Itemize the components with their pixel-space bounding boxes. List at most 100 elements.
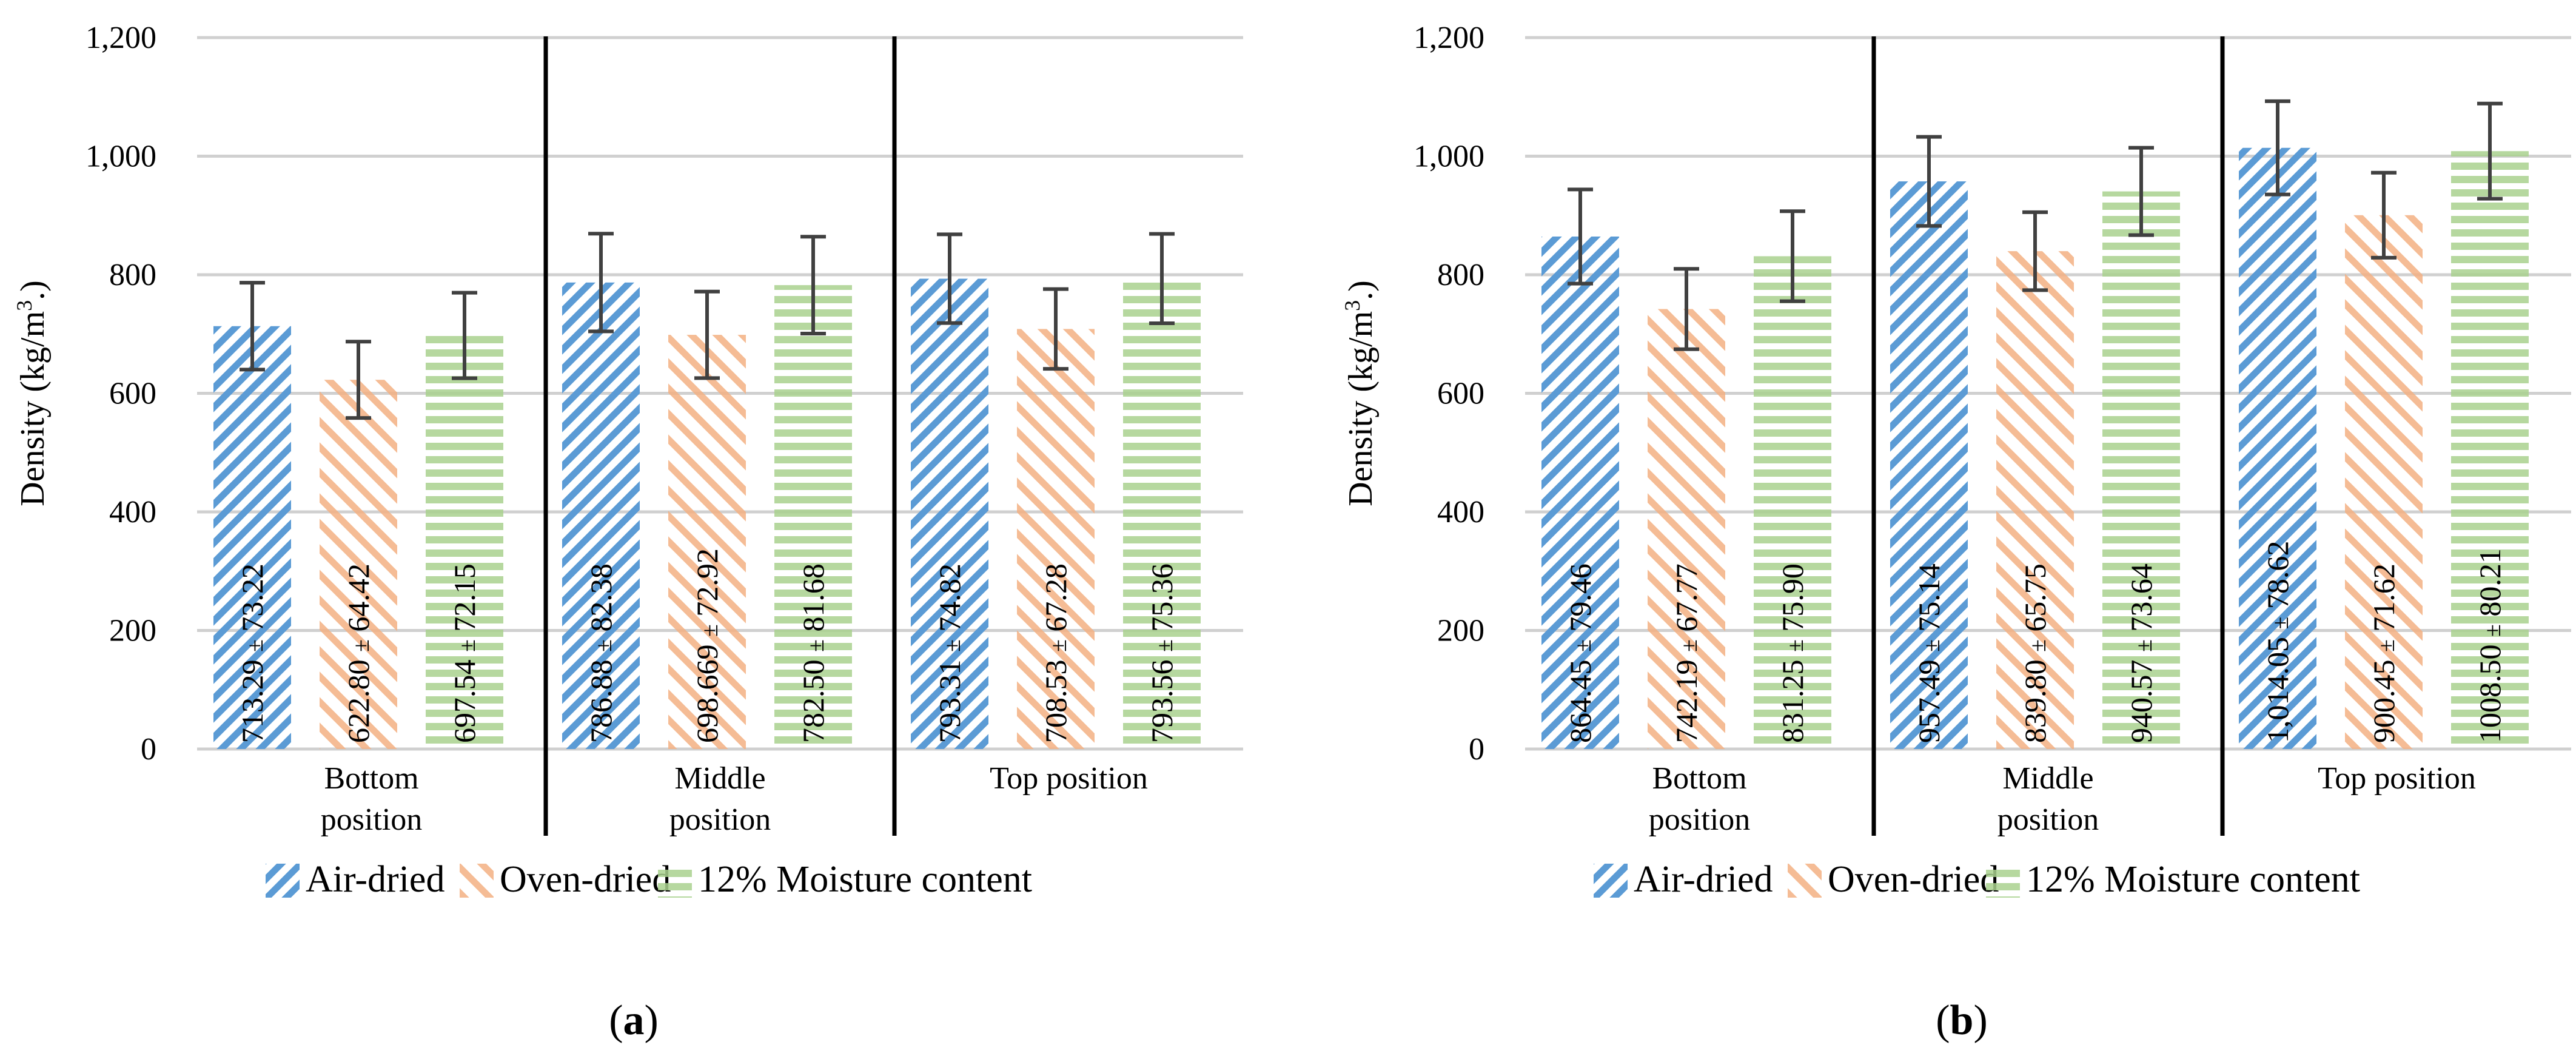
bar-value-label: 622.80 ± 64.42 — [341, 563, 375, 743]
bar-value-label: 698.669 ± 72.92 — [690, 548, 724, 743]
y-tick-label: 200 — [109, 614, 156, 648]
bar-oven-dried-2 — [668, 335, 746, 749]
category-label: Top position — [990, 761, 1148, 796]
bar-value-label: 697.54 ± 72.15 — [448, 563, 481, 743]
bar-value-label: 839.80 ± 65.75 — [2018, 563, 2052, 743]
bar-oven-dried-3 — [1017, 329, 1095, 749]
bar-12-moisture-content-2 — [2102, 191, 2180, 749]
density-chart-a: 0 200 400 600 800 1,000 1,200 Density (kg/m3.) 7… — [12, 21, 1243, 1044]
bar-air-dried-1 — [1541, 237, 1619, 749]
bar-air-dried-2 — [1890, 181, 1968, 749]
error-bar — [346, 340, 371, 420]
bar-value-label: 1008.50 ± 80.21 — [2473, 548, 2507, 743]
bar-12-moisture-content-3 — [1123, 278, 1201, 749]
category-label: Middle — [2002, 761, 2093, 796]
error-bar — [2265, 99, 2290, 197]
bar-air-dried-3 — [911, 278, 988, 749]
error-bar — [937, 232, 962, 325]
y-tick-label: 1,200 — [86, 21, 156, 55]
error-bar — [1916, 135, 1942, 228]
bar-value-label: 713.29 ± 73.22 — [235, 563, 269, 743]
y-tick-label: 600 — [109, 377, 156, 411]
density-chart-b: 0 200 400 600 800 1,000 1,200 Density (kg/m3.) 8… — [1340, 21, 2571, 1044]
error-bar — [2477, 101, 2503, 201]
bar-value-label: 793.56 ± 75.36 — [1145, 563, 1179, 743]
y-tick-label: 400 — [109, 495, 156, 529]
y-tick-label: 200 — [1437, 614, 1484, 648]
legend: Air-dried Oven-dried 12% Moisture content — [266, 859, 1032, 900]
bar-value-label: 742.19 ± 67.77 — [1669, 563, 1703, 743]
bar-oven-dried-3 — [2345, 215, 2423, 749]
bar-value-label: 940.57 ± 73.64 — [2124, 563, 2158, 743]
bar-air-dried-3 — [2239, 147, 2316, 750]
legend-label: Oven-dried — [1828, 859, 1999, 900]
error-bar — [2022, 210, 2048, 292]
y-tick-label: 1,000 — [1414, 139, 1484, 174]
y-tick-label: 1,200 — [1414, 21, 1484, 55]
y-axis-title: Density (kg/m3.) — [12, 280, 52, 506]
legend-swatch — [658, 864, 692, 898]
bar-12-moisture-content-1 — [1754, 256, 1831, 749]
legend-swatch — [266, 864, 300, 898]
bar-oven-dried-1 — [1648, 309, 1725, 749]
bar-12-moisture-content-2 — [774, 285, 852, 749]
y-tick-label: 0 — [141, 732, 156, 767]
y-tick-label: 600 — [1437, 377, 1484, 411]
error-bar — [1568, 187, 1593, 286]
bar-value-label: 708.53 ± 67.28 — [1039, 563, 1073, 743]
y-tick-label: 1,000 — [86, 139, 156, 174]
category-label: Top position — [2318, 761, 2476, 796]
legend-label: Air-dried — [306, 859, 444, 900]
bar-air-dried-1 — [213, 326, 291, 749]
category-label: Bottom — [324, 761, 418, 796]
legend-label: 12% Moisture content — [2026, 859, 2360, 900]
bar-oven-dried-2 — [1996, 251, 2074, 750]
bar-value-label: 782.50 ± 81.68 — [796, 563, 830, 743]
error-bar — [240, 281, 265, 372]
error-bar — [800, 235, 826, 335]
y-tick-label: 400 — [1437, 495, 1484, 529]
bar-value-label: 1,014.05 ± 78.62 — [2261, 541, 2295, 743]
chart-panel-b: 0 200 400 600 800 1,000 1,200 Density (kg/m3.) 8… — [1328, 0, 2576, 1062]
category-label: position — [1649, 802, 1751, 837]
y-tick-label: 0 — [1469, 732, 1484, 767]
bar-12-moisture-content-1 — [426, 335, 503, 749]
bar-value-label: 786.88 ± 82.38 — [584, 563, 618, 743]
bar-value-label: 793.31 ± 74.82 — [933, 563, 967, 743]
panel-label: (a) — [609, 997, 659, 1044]
bar-value-label: 900.45 ± 71.62 — [2367, 563, 2401, 743]
legend-label: Oven-dried — [500, 859, 671, 900]
error-bar — [2371, 170, 2397, 260]
error-bar — [452, 291, 477, 380]
bar-air-dried-2 — [562, 282, 640, 749]
error-bar — [694, 289, 720, 380]
y-tick-label: 800 — [1437, 258, 1484, 292]
bar-value-label: 864.45 ± 79.46 — [1563, 563, 1597, 743]
error-bar — [1674, 267, 1699, 351]
legend-label: Air-dried — [1634, 859, 1773, 900]
legend-swatch — [460, 864, 494, 898]
legend: Air-dried Oven-dried 12% Moisture content — [1594, 859, 2360, 900]
legend-label: 12% Moisture content — [698, 859, 1032, 900]
bar-value-label: 831.25 ± 75.90 — [1776, 563, 1810, 743]
y-axis-title: Density (kg/m3.) — [1340, 280, 1380, 506]
chart-panel-a: 0 200 400 600 800 1,000 1,200 Density (kg/m3.) 7… — [0, 0, 1248, 1062]
bar-value-label: 957.49 ± 75.14 — [1912, 563, 1946, 743]
category-label: Bottom — [1652, 761, 1746, 796]
category-label: position — [1997, 802, 2099, 837]
legend-swatch — [1594, 864, 1628, 898]
y-tick-label: 800 — [109, 258, 156, 292]
error-bar — [2128, 146, 2154, 237]
legend-swatch — [1986, 864, 2020, 898]
bar-12-moisture-content-3 — [2451, 151, 2529, 749]
panel-label: (b) — [1936, 997, 1988, 1044]
bar-oven-dried-1 — [320, 380, 397, 749]
error-bar — [588, 232, 614, 334]
error-bar — [1780, 209, 1805, 303]
error-bar — [1149, 232, 1175, 325]
category-label: position — [669, 802, 771, 837]
legend-swatch — [1788, 864, 1822, 898]
category-label: Middle — [674, 761, 765, 796]
category-label: position — [321, 802, 423, 837]
error-bar — [1043, 287, 1068, 371]
